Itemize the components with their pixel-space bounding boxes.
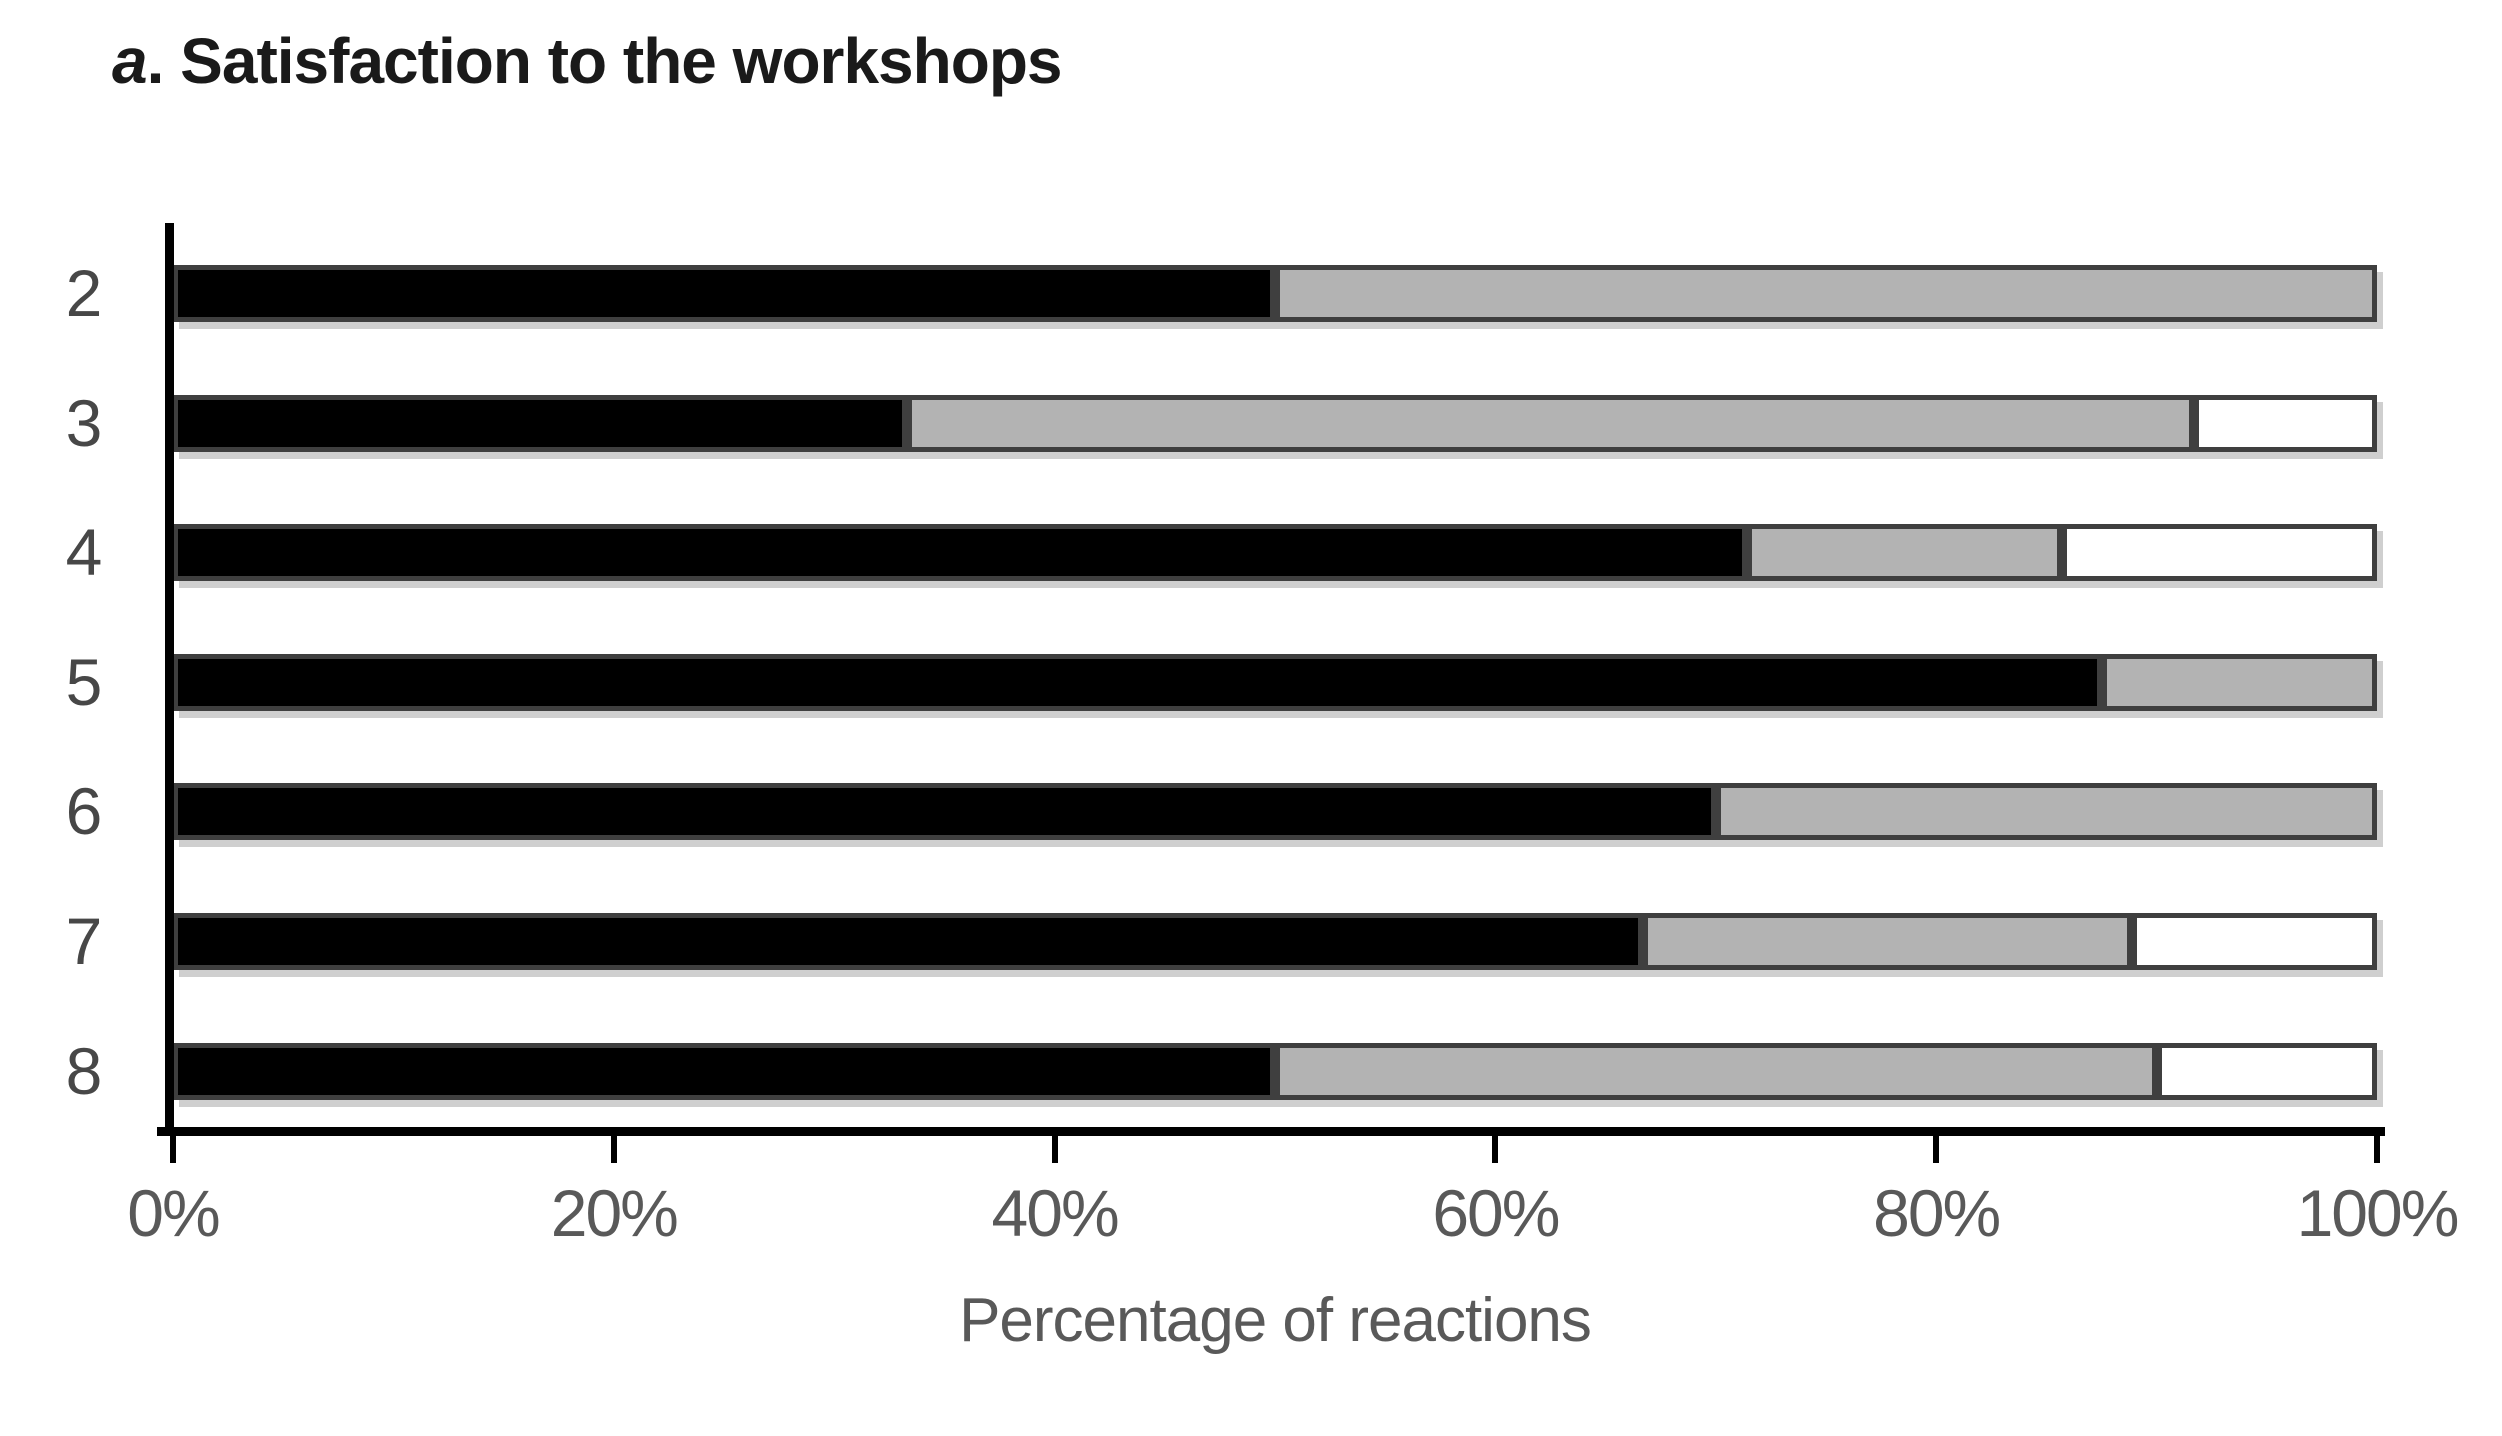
x-axis-tick <box>610 1127 617 1163</box>
chart-title: a. Satisfaction to the workshops <box>112 24 1062 98</box>
y-axis-label: 2 <box>65 256 103 330</box>
x-axis-tick <box>1051 1127 1058 1163</box>
chart-title-text: . Satisfaction to the workshops <box>146 25 1063 97</box>
bar-segment-gray <box>906 395 2195 452</box>
bar-segment-gray <box>1746 524 2062 581</box>
bar-row <box>173 265 2377 322</box>
bar-segment-gray <box>1275 1043 2157 1100</box>
bar-segment-black <box>173 1043 1275 1100</box>
bar-row <box>173 395 2377 452</box>
bar-segment-white <box>2194 395 2377 452</box>
y-axis-line <box>165 223 174 1135</box>
x-axis-tick <box>1492 1127 1499 1163</box>
bar-segment-white <box>2156 1043 2377 1100</box>
x-axis-tick-label: 100% <box>2296 1176 2460 1250</box>
chart-title-prefix: a <box>112 25 148 97</box>
bar-segment-black <box>173 265 1275 322</box>
x-axis-tick <box>170 1127 176 1163</box>
bar-segment-black <box>173 395 907 452</box>
bar-segment-gray <box>1643 913 2133 970</box>
bar-segment-black <box>173 913 1644 970</box>
bar-segment-black <box>173 524 1747 581</box>
bar-row <box>173 1043 2377 1100</box>
x-axis-tick-label: 80% <box>1873 1176 2001 1250</box>
bar-row <box>173 654 2377 711</box>
bar-segment-gray <box>2101 654 2377 711</box>
bar-segment-gray <box>1275 265 2377 322</box>
x-axis-tick <box>2374 1127 2380 1163</box>
x-axis-line <box>157 1127 2385 1136</box>
x-axis-tick-label: 20% <box>550 1176 679 1250</box>
x-axis-title: Percentage of reactions <box>959 1286 1592 1355</box>
y-axis-label: 6 <box>65 774 103 848</box>
y-axis-label: 8 <box>65 1034 103 1108</box>
x-axis-tick-label: 60% <box>1432 1176 1560 1250</box>
x-axis-tick-label: 0% <box>127 1176 220 1250</box>
bar-segment-white <box>2061 524 2377 581</box>
bar-segment-black <box>173 783 1716 840</box>
bar-row <box>173 524 2377 581</box>
y-axis-label: 7 <box>65 904 103 978</box>
x-axis-tick-label: 40% <box>991 1176 1120 1250</box>
y-axis-label: 5 <box>65 645 103 719</box>
bar-segment-gray <box>1715 783 2377 840</box>
bar-row <box>173 783 2377 840</box>
bar-row <box>173 913 2377 970</box>
plot-area: 2 3 4 5 6 7 8 0% 20% 40% 60% 80% 100% Percentage of… <box>66 223 2459 1355</box>
x-axis-tick <box>1933 1127 1940 1163</box>
bar-segment-white <box>2132 913 2377 970</box>
bar-segment-black <box>173 654 2102 711</box>
y-axis-label: 3 <box>65 386 103 460</box>
y-axis-label: 4 <box>65 515 103 589</box>
